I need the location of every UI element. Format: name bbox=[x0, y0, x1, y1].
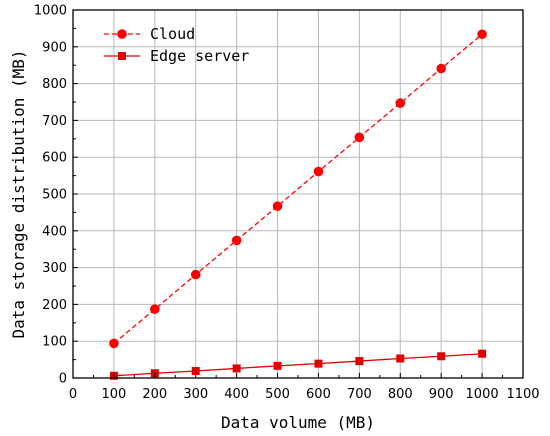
data-point bbox=[437, 352, 446, 361]
legend-item-cloud bbox=[104, 29, 140, 39]
data-point bbox=[354, 132, 365, 143]
x-tick-label: 100 bbox=[101, 387, 126, 402]
legend-label-edge-server: Edge server bbox=[150, 47, 249, 65]
y-tick-label: 400 bbox=[42, 224, 67, 239]
x-tick-label: 1100 bbox=[506, 387, 539, 402]
legend-marker bbox=[117, 29, 127, 39]
data-point bbox=[395, 98, 406, 108]
y-tick-label: 800 bbox=[42, 77, 67, 92]
data-point bbox=[272, 201, 283, 211]
data-point bbox=[150, 304, 160, 314]
x-tick-label: 800 bbox=[388, 387, 413, 402]
y-tick-label: 1000 bbox=[34, 4, 67, 19]
data-point bbox=[477, 29, 487, 40]
y-tick-label: 300 bbox=[42, 261, 67, 276]
legend-item-edge-server bbox=[104, 52, 140, 60]
y-tick-label: 100 bbox=[42, 335, 67, 350]
x-axis-title: Data volume (MB) bbox=[221, 413, 375, 432]
legend-marker bbox=[118, 52, 126, 60]
legend-label-cloud: Cloud bbox=[150, 25, 195, 43]
legend: Cloud Edge server bbox=[104, 25, 249, 65]
data-point bbox=[396, 354, 405, 363]
y-tick-label: 700 bbox=[42, 114, 67, 129]
data-point bbox=[190, 269, 201, 280]
series-layer bbox=[109, 29, 487, 380]
x-tick-label: 0 bbox=[69, 387, 77, 402]
x-tick-label: 300 bbox=[183, 387, 208, 402]
x-tick-label: 700 bbox=[347, 387, 372, 402]
y-tick-label: 500 bbox=[42, 188, 67, 203]
y-tick-label: 0 bbox=[59, 372, 67, 387]
series-cloud bbox=[109, 29, 487, 349]
data-point bbox=[313, 166, 324, 177]
data-point bbox=[478, 349, 487, 358]
x-tick-label: 500 bbox=[265, 387, 290, 402]
data-point bbox=[355, 357, 364, 366]
data-point bbox=[231, 235, 242, 246]
x-tick-label: 400 bbox=[224, 387, 249, 402]
x-tick-label: 900 bbox=[429, 387, 454, 402]
series-line bbox=[113, 353, 483, 377]
x-tick-label: 600 bbox=[306, 387, 331, 402]
data-point bbox=[436, 63, 446, 74]
data-point bbox=[109, 338, 119, 349]
y-tick-label: 900 bbox=[42, 40, 67, 55]
data-point bbox=[273, 361, 282, 370]
y-axis-title: Data storage distribution (MB) bbox=[9, 50, 28, 339]
y-tick-label: 600 bbox=[42, 151, 67, 166]
y-tick-label: 200 bbox=[42, 298, 67, 313]
x-tick-label: 200 bbox=[142, 387, 167, 402]
data-point bbox=[191, 367, 200, 376]
data-point bbox=[232, 364, 241, 373]
x-axis: 0 100 200 300 400 500 600 700 800 900 1000 1100 bbox=[69, 373, 540, 402]
y-axis: 0 100 200 300 400 500 600 700 800 900 1000 bbox=[34, 4, 78, 387]
x-tick-label: 1000 bbox=[466, 387, 499, 402]
data-point bbox=[314, 359, 323, 368]
grid bbox=[73, 10, 523, 378]
series-line bbox=[113, 33, 483, 344]
